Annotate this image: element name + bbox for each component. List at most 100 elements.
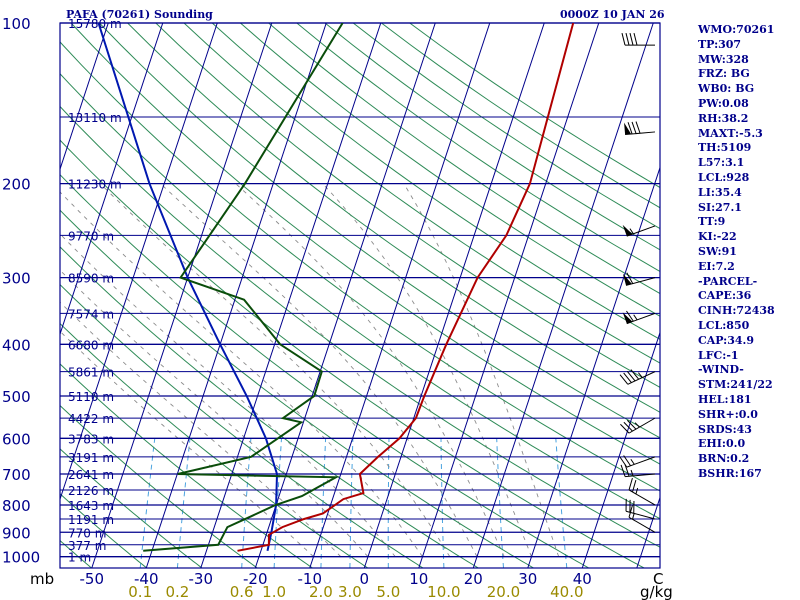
wind-barb-shaft: [625, 473, 656, 478]
wind-barb: [621, 32, 655, 46]
stability-index: L57:3.1: [698, 156, 745, 170]
wind-barb-half-feather: [634, 422, 640, 428]
wind-barb: [622, 310, 656, 325]
moist-adiabat: [60, 301, 342, 558]
wind-barb: [619, 369, 656, 385]
wind-barb-flag: [622, 224, 633, 237]
parcel-line: [97, 23, 279, 552]
mixing-ratio-line: [555, 438, 568, 568]
valid-time: 0000Z 10 JAN 26: [560, 8, 665, 21]
wind-barb-feather: [632, 479, 637, 493]
height-label: 1 m: [68, 551, 91, 565]
stability-index: HEL:181: [698, 392, 752, 406]
wind-barb-shaft: [626, 456, 656, 468]
pressure-unit: mb: [30, 570, 54, 588]
wind-barb-feather: [631, 121, 637, 134]
height-label: 3191 m: [68, 451, 114, 465]
height-label: 7574 m: [68, 307, 114, 321]
wind-barb: [628, 477, 656, 506]
stability-index: CINH:72438: [698, 304, 775, 318]
height-label: 11230 m: [68, 178, 122, 192]
isotherm-line: [200, 23, 382, 568]
dry-adiabat: [268, 23, 660, 295]
stability-index: TP:307: [698, 37, 742, 51]
temperature-tick-label: 10: [409, 570, 428, 588]
wind-barb-shaft: [627, 371, 656, 385]
wind-barb-half-feather: [629, 228, 634, 235]
wind-barb-half-feather: [630, 458, 635, 465]
wind-barb-shaft: [628, 489, 656, 506]
wind-barb-shaft: [626, 312, 656, 325]
dry-adiabat: [0, 23, 36, 568]
stability-index: SW:91: [698, 244, 737, 258]
stability-index: -WIND-: [698, 363, 744, 377]
moist-adiabat: [60, 269, 369, 557]
dry-adiabat: [324, 23, 660, 251]
dry-adiabat: [60, 283, 424, 568]
wind-barb: [624, 121, 656, 136]
mixing-ratio-line: [273, 438, 282, 568]
height-label: 15780 m: [68, 17, 122, 31]
stability-index: SI:27.1: [698, 200, 742, 214]
dry-adiabat: [60, 404, 258, 568]
stability-index: -PARCEL-: [698, 274, 758, 288]
wind-barb-feather: [625, 32, 630, 46]
stability-indices: WMO:70261 TP:307 MW:328 FRZ: BG WB0: BG PW:0.…: [698, 23, 798, 482]
wind-barb-feather: [619, 374, 629, 385]
height-label: 8590 m: [68, 272, 114, 286]
temperature-unit: C: [653, 570, 663, 588]
stability-index: EHI:0.0: [698, 437, 746, 451]
mixing-ratio-tick-label: 40.0: [550, 583, 583, 600]
axis-units: mb C g/kg: [30, 570, 673, 600]
temperature-tick-label: -20: [243, 570, 268, 588]
stability-index: PW:0.08: [698, 96, 749, 110]
frame-border: [59, 22, 661, 569]
temperature-tick-label: -30: [189, 570, 214, 588]
dry-adiabat: [60, 73, 660, 520]
wind-barb-feather: [628, 505, 633, 518]
isotherm-line: [527, 166, 660, 568]
pressure-tick-label: 300: [2, 270, 31, 288]
dry-adiabat: [60, 209, 534, 568]
temperature-tick-label: -40: [134, 570, 159, 588]
height-label: 6680 m: [68, 338, 114, 352]
isotherm-line: [309, 23, 491, 568]
height-label: 9770 m: [68, 229, 114, 243]
temperature-tick-label: 20: [464, 570, 483, 588]
wind-barb-half-feather: [633, 314, 638, 321]
isotherm-line: [60, 23, 218, 501]
wind-barb-feather: [620, 464, 626, 477]
height-label: 5110 m: [68, 390, 114, 404]
pressure-tick-label: 200: [2, 176, 31, 194]
isotherm-line: [60, 23, 164, 336]
temperature-line: [237, 23, 575, 552]
mixing-ratio-tick-label: 10.0: [427, 583, 460, 600]
wind-barb-feather: [626, 310, 634, 322]
stability-index: CAPE:36: [698, 289, 752, 303]
wind-barb-flag: [622, 273, 632, 286]
dry-adiabat: [296, 23, 660, 273]
temperature-tick-label: 30: [518, 570, 537, 588]
mixing-ratio-line: [496, 438, 504, 568]
mixing-ratio-line: [139, 438, 156, 568]
isotherm-line: [91, 23, 273, 568]
temperature-tick-label: -10: [298, 570, 323, 588]
pressure-tick-label: 400: [2, 336, 31, 354]
wind-barb-feather: [628, 477, 633, 491]
stability-index: TH:5109: [698, 141, 752, 155]
stability-index: LFC:-1: [698, 348, 739, 362]
isotherm-line: [0, 23, 54, 568]
stability-index: LCL:928: [698, 170, 750, 184]
wind-barb-feather: [630, 369, 640, 380]
wind-barb-feather: [626, 272, 634, 284]
wind-barb-feather: [623, 421, 633, 432]
stability-index: CAP:34.9: [698, 333, 755, 347]
height-label: 13110 m: [68, 111, 122, 125]
wind-barb-flag: [622, 312, 633, 324]
stability-index: SHR+:0.0: [698, 407, 758, 421]
height-label: 3783 m: [68, 432, 114, 446]
pressure-tick-label: 1000: [2, 549, 40, 567]
mixing-ratio-labels: 0.1 0.2 0.6 1.0 2.0 3.0 5.0 10.0 20.0 40.0: [128, 583, 583, 600]
height-label: 5861 m: [68, 366, 114, 380]
